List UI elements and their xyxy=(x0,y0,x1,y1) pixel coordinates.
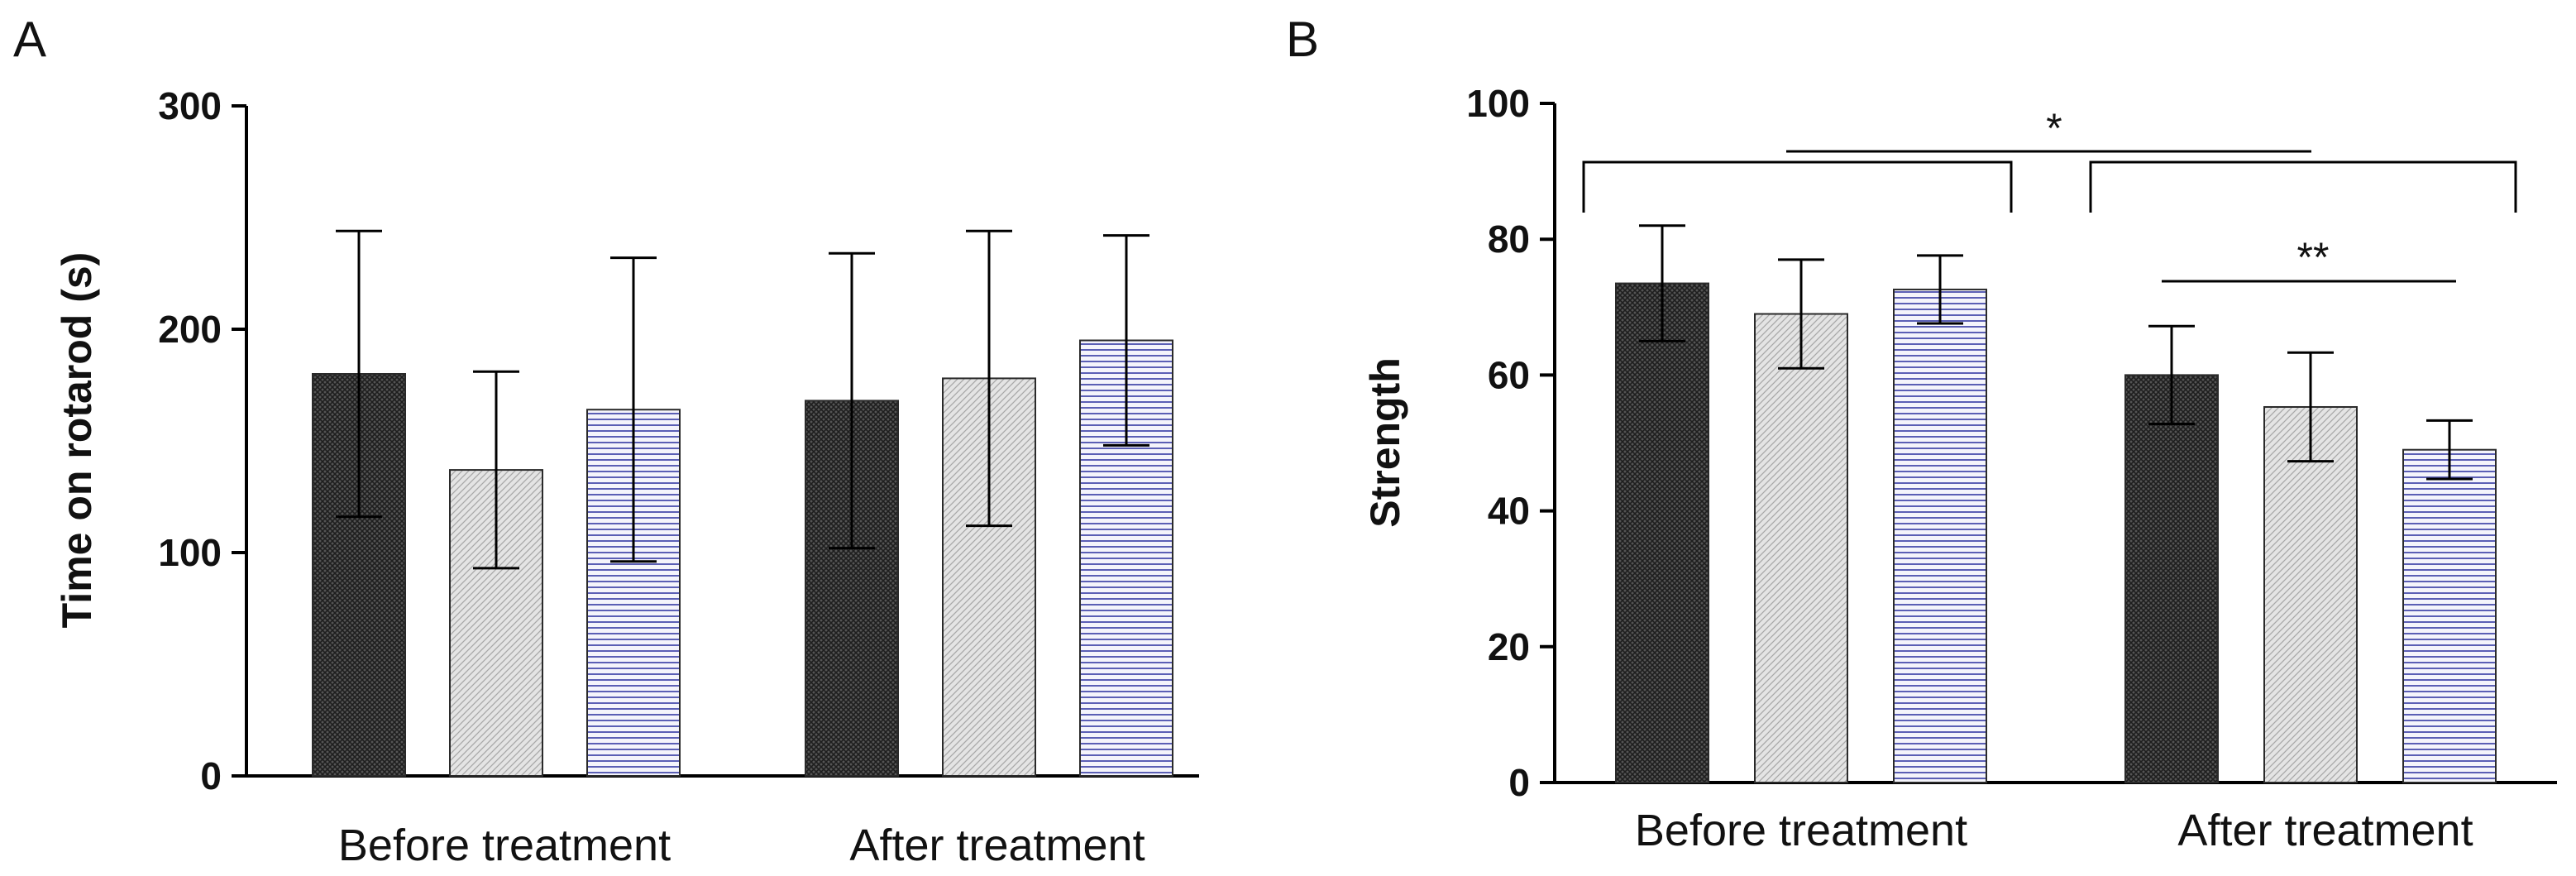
panel-letter-a: A xyxy=(13,12,46,67)
error-bar-a-g0-s1 xyxy=(473,370,519,570)
category-label-a-after: After treatment xyxy=(849,821,1145,870)
error-bar-b-g1-s2 xyxy=(2426,419,2473,481)
panel-letter-b: B xyxy=(1286,12,1319,67)
error-bar-b-g0-s2 xyxy=(1917,254,1963,325)
bar-b-g1-s2 xyxy=(2402,448,2497,784)
bar-b-g0-s0 xyxy=(1615,282,1709,783)
y-tick-label-b-60: 60 xyxy=(1488,353,1530,396)
y-tick-label-b-100: 100 xyxy=(1466,82,1530,125)
bar-b-g0-s2 xyxy=(1893,288,1987,784)
y-tick-label-b-20: 20 xyxy=(1488,625,1530,668)
error-bar-b-g1-s1 xyxy=(2287,351,2334,463)
y-tick-label-a-0: 0 xyxy=(200,754,222,797)
error-bar-a-g0-s2 xyxy=(610,256,657,563)
error-bar-a-g1-s2 xyxy=(1103,234,1149,447)
chart-a: Time on rotarod (s) 0 100 200 300 Before tr… xyxy=(54,84,1199,870)
y-axis-label-a: Time on rotarod (s) xyxy=(54,252,100,629)
error-bar-a-g1-s1 xyxy=(966,229,1012,528)
category-label-b-after: After treatment xyxy=(2177,806,2473,855)
bar-b-g1-s0 xyxy=(2124,374,2219,783)
sig-bracket-before xyxy=(1582,160,2013,213)
error-bar-b-g0-s0 xyxy=(1639,224,1685,342)
category-label-b-before: Before treatment xyxy=(1635,806,1967,855)
sig-bracket-after xyxy=(2089,160,2517,213)
y-tick-label-a-100: 100 xyxy=(158,531,222,574)
error-bar-b-g0-s1 xyxy=(1778,258,1824,370)
y-tick-label-a-300: 300 xyxy=(158,84,222,127)
sig-marker-double: ** xyxy=(2297,234,2330,280)
error-bar-a-g0-s0 xyxy=(336,229,382,519)
y-axis-label-b: Strength xyxy=(1362,357,1408,528)
sig-marker-single: * xyxy=(2046,105,2062,151)
bar-b-g0-s1 xyxy=(1754,313,1848,783)
y-tick-label-a-200: 200 xyxy=(158,308,222,351)
bar-b-g1-s1 xyxy=(2263,405,2358,783)
chart-b: Strength 0 20 40 60 80 100 * ** Before treatm… xyxy=(1362,82,2557,855)
y-tick-label-b-0: 0 xyxy=(1508,761,1530,804)
error-bar-b-g1-s0 xyxy=(2148,324,2195,426)
y-tick-label-b-80: 80 xyxy=(1488,218,1530,261)
y-tick-label-b-40: 40 xyxy=(1488,490,1530,533)
error-bar-a-g1-s0 xyxy=(829,251,875,550)
category-label-a-before: Before treatment xyxy=(338,821,671,870)
